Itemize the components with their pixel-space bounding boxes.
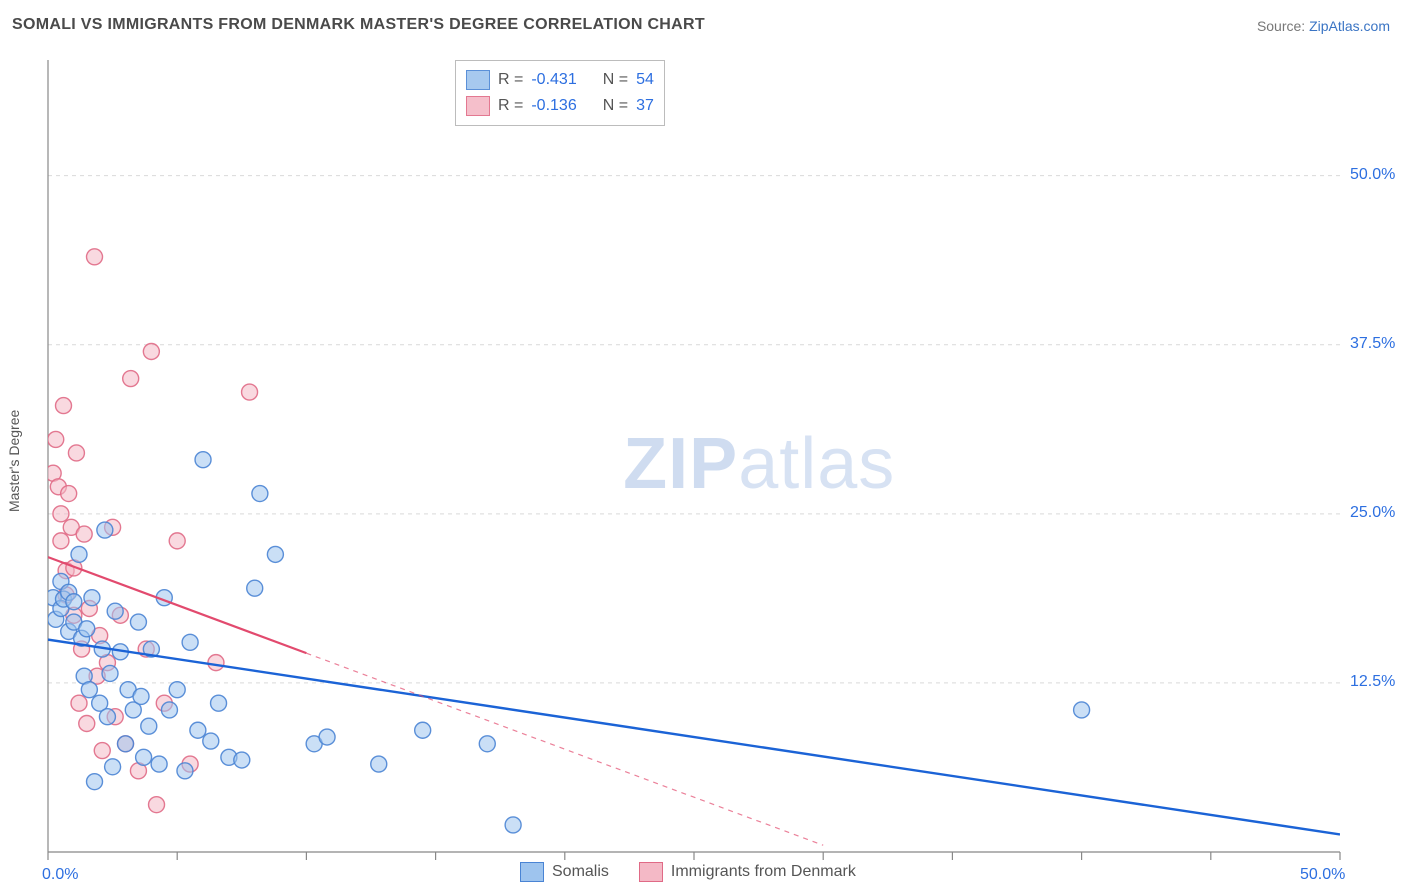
legend-series-somalis[interactable]: Somalis [520, 862, 609, 882]
legend-N-value-somalis: 54 [636, 71, 654, 89]
legend-series-denmark[interactable]: Immigrants from Denmark [639, 862, 856, 882]
y-tick-50: 50.0% [1350, 166, 1395, 184]
legend-N-value-denmark: 37 [636, 97, 654, 115]
y-axis-label: Master's Degree [6, 410, 22, 512]
source-link[interactable]: ZipAtlas.com [1309, 18, 1390, 34]
legend-R-value-denmark: -0.136 [531, 97, 576, 115]
swatch-somalis [520, 862, 544, 882]
y-tick-25: 25.0% [1350, 504, 1395, 522]
source-attribution: Source: ZipAtlas.com [1257, 18, 1390, 34]
x-tick-max: 50.0% [1300, 866, 1345, 884]
x-tick-min: 0.0% [42, 866, 78, 884]
legend-R-label: R = [498, 97, 523, 115]
legend-N-label: N = [603, 71, 628, 89]
legend-series-label-denmark: Immigrants from Denmark [671, 863, 856, 881]
swatch-denmark [466, 96, 490, 116]
source-label: Source: [1257, 18, 1309, 34]
plot-area: ZIPatlas R = -0.431 N = 54 R = -0.136 N = 3… [0, 52, 1406, 892]
legend-N-label: N = [603, 97, 628, 115]
swatch-denmark [639, 862, 663, 882]
legend-stat-row-somalis: R = -0.431 N = 54 [466, 67, 654, 93]
swatch-somalis [466, 70, 490, 90]
watermark-zip: ZIP [623, 424, 738, 504]
chart-title: SOMALI VS IMMIGRANTS FROM DENMARK MASTER… [12, 16, 705, 34]
legend-series-label-somalis: Somalis [552, 863, 609, 881]
legend-R-value-somalis: -0.431 [531, 71, 576, 89]
y-tick-37.5: 37.5% [1350, 335, 1395, 353]
watermark-atlas: atlas [738, 424, 895, 504]
y-tick-12.5: 12.5% [1350, 673, 1395, 691]
legend-stat-row-denmark: R = -0.136 N = 37 [466, 93, 654, 119]
watermark: ZIPatlas [623, 423, 895, 505]
legend-stats: R = -0.431 N = 54 R = -0.136 N = 37 [455, 60, 665, 126]
legend-R-label: R = [498, 71, 523, 89]
legend-series: Somalis Immigrants from Denmark [520, 862, 856, 882]
